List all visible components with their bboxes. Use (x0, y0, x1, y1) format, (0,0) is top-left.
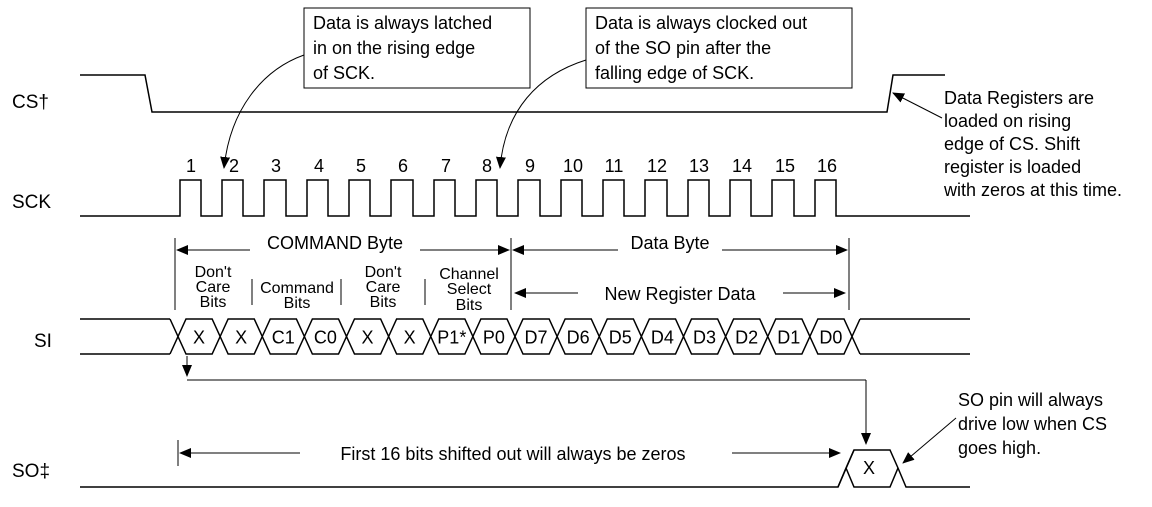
clock-number: 9 (525, 156, 535, 176)
clock-number: 14 (732, 156, 752, 176)
so-signal-label: SO‡ (12, 461, 50, 482)
cs-signal-label: CS† (12, 92, 49, 113)
si-bit-value: X (235, 328, 247, 348)
command-byte-label: COMMAND Byte (267, 233, 403, 253)
clock-number: 5 (356, 156, 366, 176)
dont-care-bits-label: Bits (200, 294, 227, 311)
so-pin-note-line: SO pin will always (958, 390, 1103, 410)
clock-number: 3 (271, 156, 281, 176)
so-pin-arrow (902, 417, 957, 464)
latched-callout-line: Data is always latched (313, 13, 492, 33)
si-bit-value: X (193, 328, 205, 348)
dont-care-bits-label: Care (196, 279, 231, 296)
first-16-bits-label: First 16 bits shifted out will always be… (340, 444, 685, 464)
si-bit-value: P1* (437, 328, 466, 348)
si-bit-value: C1 (272, 328, 295, 348)
dont-care-bits-label: Bits (370, 294, 397, 311)
data-registers-note-line: Data Registers are (944, 88, 1094, 108)
clocked-callout-line: of the SO pin after the (595, 38, 771, 58)
data-byte-label: Data Byte (630, 233, 709, 253)
channel-select-bits-label: Select (447, 281, 492, 298)
si-bit-value: C0 (314, 328, 337, 348)
latched-callout-line: of SCK. (313, 63, 375, 83)
channel-select-bits-label: Bits (456, 297, 483, 314)
sck-signal-label: SCK (12, 192, 51, 213)
new-register-data-label: New Register Data (604, 284, 756, 304)
clock-number: 6 (398, 156, 408, 176)
si-bit-value: D7 (525, 328, 548, 348)
clock-number: 15 (775, 156, 795, 176)
clock-number: 10 (563, 156, 583, 176)
clock-number: 13 (689, 156, 709, 176)
si-signal-label: SI (34, 331, 52, 352)
si-bit-cells: X X C1 C0 X X P1* P0 D7 D6 D5 D4 D3 D2 D1 D0 (177, 318, 861, 355)
cs-waveform (80, 74, 945, 113)
data-registers-note-line: with zeros at this time. (943, 180, 1122, 200)
clocked-arrow (495, 59, 587, 169)
clocked-callout-line: Data is always clocked out (595, 13, 807, 33)
latched-arrow (220, 54, 305, 169)
so-pin-note-line: drive low when CS (958, 414, 1107, 434)
si-bit-value: P0 (483, 328, 505, 348)
clocked-callout-line: falling edge of SCK. (595, 63, 754, 83)
clock-number: 16 (817, 156, 837, 176)
latched-callout-line: in on the rising edge (313, 38, 475, 58)
dont-care-bits-label: Don't (365, 264, 402, 281)
clock-number: 2 (229, 156, 239, 176)
si-bit-value: X (404, 328, 416, 348)
so-pin-note-line: goes high. (958, 438, 1041, 458)
data-registers-note-line: edge of CS. Shift (944, 134, 1080, 154)
si-bit-value: D3 (693, 328, 716, 348)
si-bit-value: D0 (819, 328, 842, 348)
so-bit-value: X (863, 458, 875, 478)
channel-select-bits-label: Channel (439, 266, 499, 283)
command-bits-label: Bits (284, 295, 311, 312)
sck-waveform (80, 179, 970, 217)
si-bit-value: D1 (777, 328, 800, 348)
clock-number: 1 (186, 156, 196, 176)
si-bus-end (851, 318, 861, 355)
clocked-callout-box (585, 7, 853, 89)
command-bits-label: Command (260, 280, 334, 297)
latched-callout-box (303, 7, 531, 89)
clock-number: 8 (482, 156, 492, 176)
dont-care-bits-label: Care (366, 279, 401, 296)
clock-number: 11 (605, 156, 624, 176)
si-bit-value: D2 (735, 328, 758, 348)
clock-number: 12 (647, 156, 667, 176)
si-bus-start (169, 318, 179, 355)
so-bit-cell (837, 449, 899, 488)
si-bit-value: D5 (609, 328, 632, 348)
si-bit-value: D6 (567, 328, 590, 348)
clock-number: 4 (314, 156, 324, 176)
data-registers-arrow (892, 92, 943, 119)
clock-number: 7 (441, 156, 451, 176)
data-registers-note-line: loaded on rising (944, 111, 1071, 131)
si-bit-value: D4 (651, 328, 674, 348)
dont-care-bits-label: Don't (195, 264, 232, 281)
data-registers-note-line: register is loaded (944, 157, 1081, 177)
si-bit-value: X (362, 328, 374, 348)
clock-numbers: 1 2 3 4 5 6 7 8 9 10 11 12 13 14 15 16 (186, 156, 837, 176)
